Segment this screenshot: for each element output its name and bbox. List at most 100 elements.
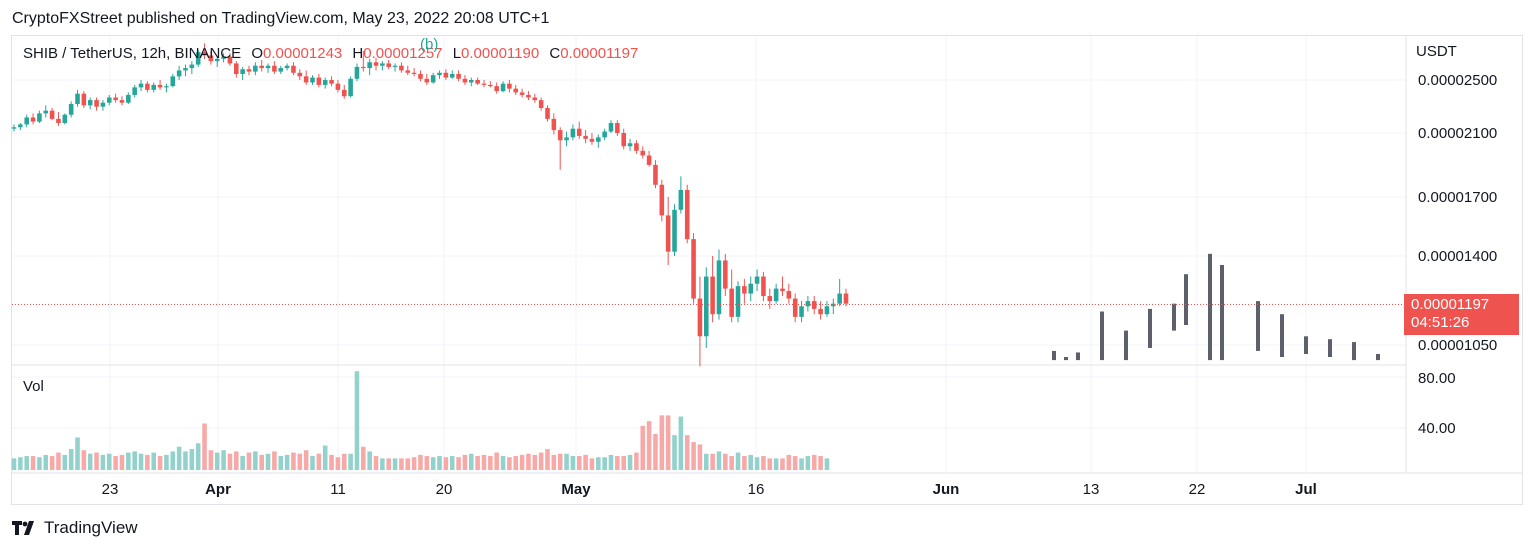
volume-bar bbox=[278, 456, 284, 470]
candle-body bbox=[602, 131, 607, 138]
volume-bar bbox=[780, 458, 785, 470]
volume-bar bbox=[259, 454, 264, 470]
candle-body bbox=[367, 62, 372, 69]
volume-bar bbox=[176, 446, 182, 470]
volume-bar bbox=[596, 457, 601, 470]
volume-bar bbox=[405, 458, 411, 470]
candle-body bbox=[164, 86, 169, 88]
candle-body bbox=[424, 78, 430, 83]
candle-body bbox=[627, 143, 633, 147]
volume-bar bbox=[367, 451, 372, 470]
volume-tick: 40.00 bbox=[1418, 420, 1456, 437]
projection-bar bbox=[1052, 350, 1056, 361]
volume-bar bbox=[240, 456, 245, 470]
candle-body bbox=[81, 93, 87, 106]
volume-bar bbox=[773, 458, 779, 470]
candle-body bbox=[786, 291, 792, 299]
volume-bar bbox=[265, 453, 271, 470]
candle-body bbox=[113, 97, 118, 101]
candle-body bbox=[100, 102, 106, 107]
projection-bar bbox=[1208, 253, 1212, 361]
volume-bar bbox=[500, 456, 506, 470]
volume-bar bbox=[106, 453, 112, 470]
volume-bar bbox=[392, 458, 398, 470]
candle-body bbox=[538, 100, 544, 109]
volume-bar bbox=[557, 453, 563, 470]
candle-body bbox=[735, 286, 741, 317]
candle-body bbox=[780, 288, 785, 292]
candle-body bbox=[303, 76, 309, 83]
candle-body bbox=[265, 65, 271, 69]
volume-bar bbox=[818, 456, 823, 470]
volume-bar bbox=[659, 415, 665, 470]
volume-bar bbox=[62, 454, 68, 470]
volume-bar bbox=[481, 454, 487, 470]
candle-body bbox=[24, 117, 29, 125]
volume-bar bbox=[37, 457, 42, 470]
candle-body bbox=[430, 75, 436, 83]
volume-bar bbox=[18, 457, 23, 470]
candle-body bbox=[468, 80, 474, 83]
candle-body bbox=[564, 137, 569, 141]
volume-bar bbox=[799, 458, 804, 470]
candle-body bbox=[56, 118, 61, 124]
candle-body bbox=[253, 65, 258, 72]
candle-body bbox=[507, 83, 512, 89]
candle-body bbox=[481, 83, 487, 85]
volume-bar bbox=[399, 458, 404, 470]
candle-body bbox=[754, 276, 760, 284]
candle-body bbox=[316, 77, 322, 85]
volume-bar bbox=[488, 456, 493, 470]
volume-bar bbox=[100, 454, 106, 470]
volume-bar bbox=[735, 452, 741, 470]
volume-bar bbox=[234, 451, 239, 470]
volume-bar bbox=[792, 456, 798, 470]
volume-bar bbox=[56, 452, 61, 470]
tradingview-logo-icon bbox=[12, 521, 34, 535]
volume-bar bbox=[303, 450, 309, 470]
chart-legend: SHIB / TetherUS, 12h, BINANCE O0.0000124… bbox=[23, 45, 638, 62]
volume-bar bbox=[253, 451, 258, 470]
volume-bar bbox=[824, 458, 830, 470]
volume-bar bbox=[246, 452, 252, 470]
candle-body bbox=[208, 55, 214, 62]
volume-bar bbox=[310, 456, 315, 470]
volume-bar bbox=[43, 454, 49, 470]
volume-bar bbox=[145, 454, 150, 470]
bar-countdown: 04:51:26 bbox=[1411, 314, 1470, 331]
candle-body bbox=[94, 100, 99, 107]
candle-body bbox=[348, 78, 353, 97]
legend-open-label: O bbox=[251, 45, 263, 62]
time-tick: 22 bbox=[1188, 481, 1206, 498]
candle-body bbox=[297, 72, 303, 77]
volume-bar bbox=[684, 435, 690, 470]
volume-bar bbox=[729, 456, 734, 470]
candle-body bbox=[106, 97, 112, 103]
candle-body bbox=[494, 86, 499, 92]
candle-body bbox=[805, 301, 811, 307]
time-tick: 20 bbox=[435, 481, 453, 498]
volume-bar bbox=[761, 456, 766, 470]
candle-body bbox=[37, 113, 42, 122]
footer-brand[interactable]: TradingView bbox=[12, 518, 138, 538]
volume-bar bbox=[716, 451, 722, 470]
volume-bar bbox=[462, 454, 468, 470]
candle-body bbox=[456, 73, 461, 79]
volume-bar bbox=[754, 457, 760, 470]
chart-frame[interactable] bbox=[11, 35, 1523, 505]
time-tick: 23 bbox=[101, 481, 119, 498]
volume-bar bbox=[126, 452, 131, 470]
legend-high-label: H bbox=[352, 45, 364, 62]
candle-body bbox=[659, 184, 665, 216]
projection-bar bbox=[1148, 308, 1152, 348]
volume-bar bbox=[411, 457, 417, 470]
candle-body bbox=[703, 276, 709, 337]
volume-bar bbox=[538, 452, 544, 470]
candle-body bbox=[646, 155, 652, 165]
candle-body bbox=[818, 308, 823, 315]
volume-bar bbox=[551, 454, 557, 470]
candle-body bbox=[532, 97, 538, 101]
candle-body bbox=[513, 88, 519, 93]
candle-body bbox=[145, 83, 150, 90]
